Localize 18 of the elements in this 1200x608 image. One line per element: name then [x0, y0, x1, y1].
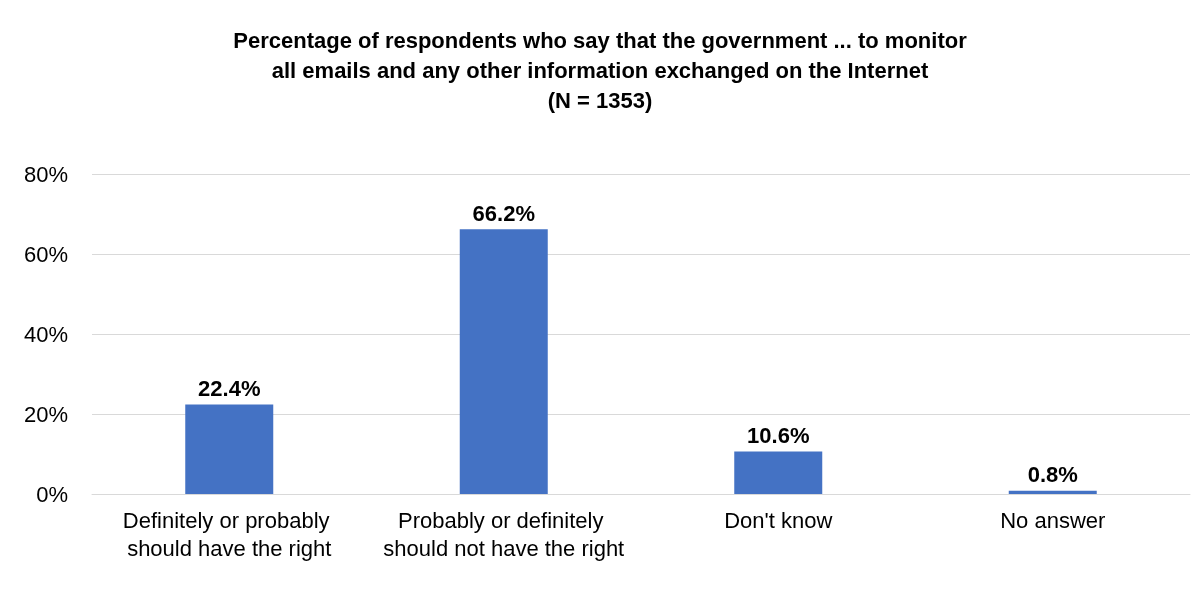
y-tick-label: 80%: [23, 161, 68, 187]
bar: [734, 451, 823, 494]
x-tick-label: Don't know: [724, 507, 833, 533]
data-label: 0.8%: [1027, 462, 1078, 488]
x-tick-label: Definitely or probably should have the right: [122, 507, 336, 561]
data-label: 10.6%: [747, 423, 810, 449]
y-tick-label: 20%: [23, 401, 68, 427]
y-tick-label: 60%: [23, 241, 68, 267]
bar: [185, 404, 274, 494]
y-tick-label: 40%: [23, 321, 68, 347]
bar: [1008, 490, 1097, 494]
bar: [459, 229, 548, 494]
x-tick-label: No answer: [1000, 507, 1106, 533]
y-tick-label: 0%: [36, 481, 68, 507]
data-label: 22.4%: [198, 375, 261, 401]
chart-title: Percentage of respondents who say that the government ... to monitor all emails and any other information exchanged on the Internet (N = 1353): [233, 27, 968, 113]
x-tick-label: Probably or definitely should not have the right: [383, 507, 625, 561]
data-label: 66.2%: [472, 200, 535, 226]
